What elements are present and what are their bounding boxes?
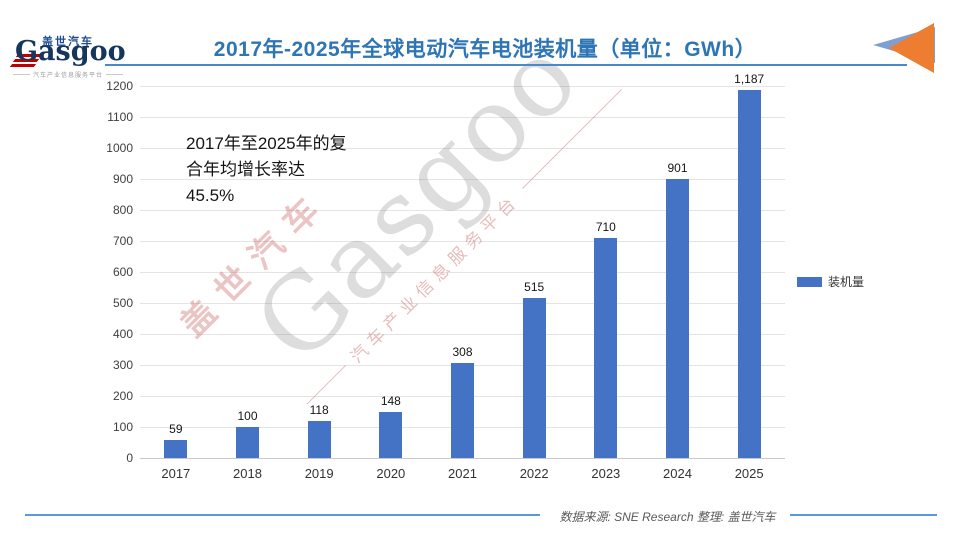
legend-swatch <box>797 276 822 287</box>
cagr-annotation: 2017年至2025年的复 合年均增长率达 45.5% <box>186 134 347 205</box>
grid-line <box>140 240 785 242</box>
bar <box>451 362 474 458</box>
grid-line <box>140 457 785 459</box>
grid-line <box>140 333 785 335</box>
y-axis-label: 1000 <box>106 141 133 155</box>
bar <box>236 427 259 458</box>
y-axis-label: 600 <box>112 265 133 279</box>
y-axis-label: 300 <box>112 358 133 372</box>
y-axis-label: 500 <box>112 296 133 310</box>
bar-value-label: 710 <box>595 219 616 234</box>
grid-line <box>140 271 785 273</box>
bar-value-label: 118 <box>309 403 329 418</box>
x-axis-label: 2023 <box>591 466 621 481</box>
grid-line <box>140 85 785 87</box>
title-underline <box>105 64 907 66</box>
x-axis-label: 2019 <box>304 466 334 481</box>
legend-label: 装机量 <box>828 275 865 289</box>
logo-tagline-text: 汽车产业信息服务平台 <box>33 73 104 79</box>
grid-line <box>140 302 785 304</box>
source-credit: 数据来源: SNE Research 整理: 盖世汽车 <box>559 510 776 524</box>
x-axis-label: 2025 <box>734 466 764 481</box>
y-axis-label: 200 <box>112 389 133 403</box>
x-axis-label: 2022 <box>519 466 549 481</box>
grid-line <box>140 147 785 149</box>
x-axis-label: 2018 <box>233 466 262 481</box>
y-axis-label: 0 <box>126 451 133 465</box>
bar <box>307 421 331 458</box>
y-axis-label: 100 <box>112 420 133 434</box>
y-axis-label: 400 <box>112 327 133 341</box>
page-title: 2017年-2025年全球电动汽车电池装机量（单位：GWh） <box>213 38 757 61</box>
footer-divider-left <box>25 514 540 516</box>
y-axis-label: 1200 <box>106 79 133 93</box>
logo-tagline-line-left <box>13 74 30 75</box>
y-axis-label: 1100 <box>107 110 133 124</box>
bar <box>666 178 689 458</box>
grid-line <box>140 178 785 180</box>
logo-brand-cn: 盖世汽车 <box>42 36 94 48</box>
logo-brand-en-wordmark: Gasgoo <box>15 36 126 67</box>
grid-line <box>140 209 785 211</box>
bar-value-label: 1,187 <box>734 72 765 87</box>
logo-tagline-line-right <box>106 74 124 75</box>
bar <box>164 439 188 458</box>
bar <box>522 298 546 458</box>
bar <box>594 237 618 458</box>
x-axis-label: 2017 <box>161 466 191 481</box>
x-axis-label: 2021 <box>448 466 477 481</box>
bar-value-label: 148 <box>380 394 401 409</box>
logo-tagline: 汽车产业信息服务平台 <box>13 70 124 79</box>
x-axis-label: 2020 <box>376 466 406 481</box>
gasgoo-logo: 盖世汽车 Gasgoo 汽车产业信息服务平台 <box>9 28 126 80</box>
grid-line <box>140 116 785 118</box>
y-axis-label: 800 <box>112 203 133 217</box>
y-axis-label: 900 <box>112 172 133 186</box>
bar-value-label: 515 <box>524 280 545 295</box>
bar <box>737 90 761 458</box>
y-axis-label: 700 <box>112 234 133 248</box>
back-arrow-icon[interactable] <box>870 20 940 76</box>
bar-value-label: 59 <box>169 421 183 436</box>
footer-divider-right <box>790 514 937 516</box>
bar <box>379 412 403 458</box>
legend: 装机量 <box>797 273 864 290</box>
bar-value-label: 308 <box>452 344 473 359</box>
bar-value-label: 100 <box>237 409 258 423</box>
bar-value-label: 901 <box>667 160 688 175</box>
orange-triangle-icon <box>889 23 934 73</box>
x-axis-label: 2024 <box>663 466 692 481</box>
